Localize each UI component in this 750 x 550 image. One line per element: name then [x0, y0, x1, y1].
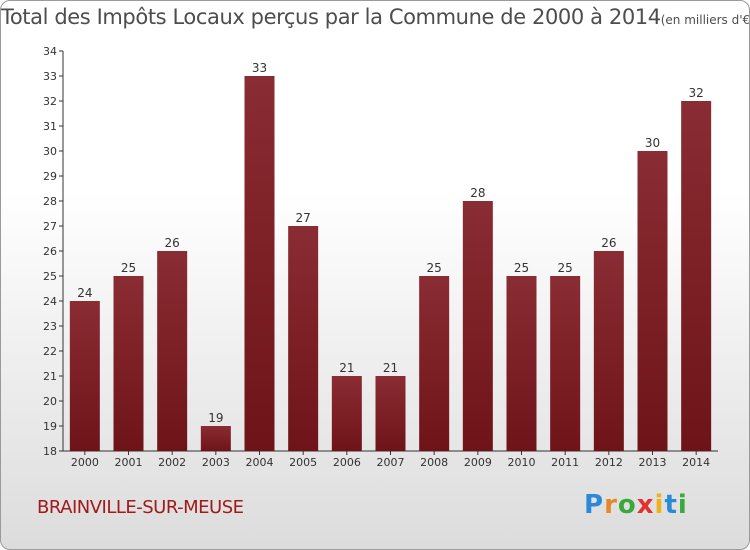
x-tick-label: 2006 [333, 456, 361, 469]
bar [244, 76, 275, 451]
data-label: 21 [383, 361, 398, 375]
chart-unit-label: (en milliers d'€) [660, 13, 750, 27]
y-tick-label: 31 [43, 120, 57, 133]
bar [113, 276, 144, 451]
bar [331, 376, 362, 451]
x-tick-label: 2009 [464, 456, 492, 469]
x-tick-label: 2011 [551, 456, 579, 469]
y-tick-label: 25 [43, 270, 57, 283]
data-label: 25 [427, 261, 442, 275]
data-label: 19 [208, 411, 223, 425]
y-tick-label: 32 [43, 95, 57, 108]
bar [550, 276, 581, 451]
bar [637, 151, 668, 451]
bar [200, 426, 231, 451]
data-label: 26 [165, 236, 180, 250]
bar [506, 276, 537, 451]
bar [157, 251, 188, 451]
x-tick-label: 2004 [246, 456, 274, 469]
data-label: 27 [296, 211, 311, 225]
bar [288, 226, 319, 451]
y-tick-label: 34 [43, 45, 57, 58]
logo-letter: t [664, 490, 678, 520]
y-tick-label: 22 [43, 345, 57, 358]
bar [462, 201, 493, 451]
x-tick-label: 2005 [289, 456, 317, 469]
y-tick-label: 29 [43, 170, 57, 183]
bar [593, 251, 624, 451]
data-label: 32 [689, 86, 704, 100]
logo-letter: P [584, 490, 605, 520]
y-tick-label: 18 [43, 445, 57, 458]
y-tick-label: 19 [43, 420, 57, 433]
x-tick-label: 2001 [115, 456, 143, 469]
proxiti-logo: Proxiti [584, 490, 688, 520]
x-tick-label: 2008 [420, 456, 448, 469]
data-label: 26 [601, 236, 616, 250]
chart-title-text: Total des Impôts Locaux perçus par la Co… [1, 5, 661, 29]
y-tick-label: 23 [43, 320, 57, 333]
chart-title: Total des Impôts Locaux perçus par la Co… [1, 5, 749, 29]
commune-name: BRAINVILLE-SUR-MEUSE [37, 497, 244, 518]
x-tick-label: 2014 [682, 456, 710, 469]
logo-letter: x [636, 490, 655, 520]
x-tick-label: 2012 [595, 456, 623, 469]
bar [419, 276, 450, 451]
y-tick-label: 20 [43, 395, 57, 408]
data-label: 25 [514, 261, 529, 275]
logo-letter: o [617, 490, 637, 520]
data-label: 33 [252, 61, 267, 75]
x-tick-label: 2003 [202, 456, 230, 469]
x-tick-label: 2002 [158, 456, 186, 469]
y-tick-label: 26 [43, 245, 57, 258]
data-label: 21 [339, 361, 354, 375]
x-tick-label: 2000 [71, 456, 99, 469]
x-tick-label: 2010 [508, 456, 536, 469]
y-tick-label: 33 [43, 70, 57, 83]
data-label: 24 [77, 286, 92, 300]
data-label: 30 [645, 136, 660, 150]
data-label: 28 [470, 186, 485, 200]
bar [681, 101, 712, 451]
y-tick-label: 27 [43, 220, 57, 233]
data-label: 25 [121, 261, 136, 275]
data-label: 25 [558, 261, 573, 275]
x-tick-label: 2013 [639, 456, 667, 469]
x-tick-label: 2007 [377, 456, 405, 469]
y-tick-label: 30 [43, 145, 57, 158]
y-tick-label: 21 [43, 370, 57, 383]
y-tick-label: 24 [43, 295, 57, 308]
bar [69, 301, 100, 451]
y-tick-label: 28 [43, 195, 57, 208]
logo-letter: r [604, 490, 618, 520]
logo-letter: i [677, 490, 688, 520]
logo-letter: i [654, 490, 665, 520]
bar [375, 376, 406, 451]
